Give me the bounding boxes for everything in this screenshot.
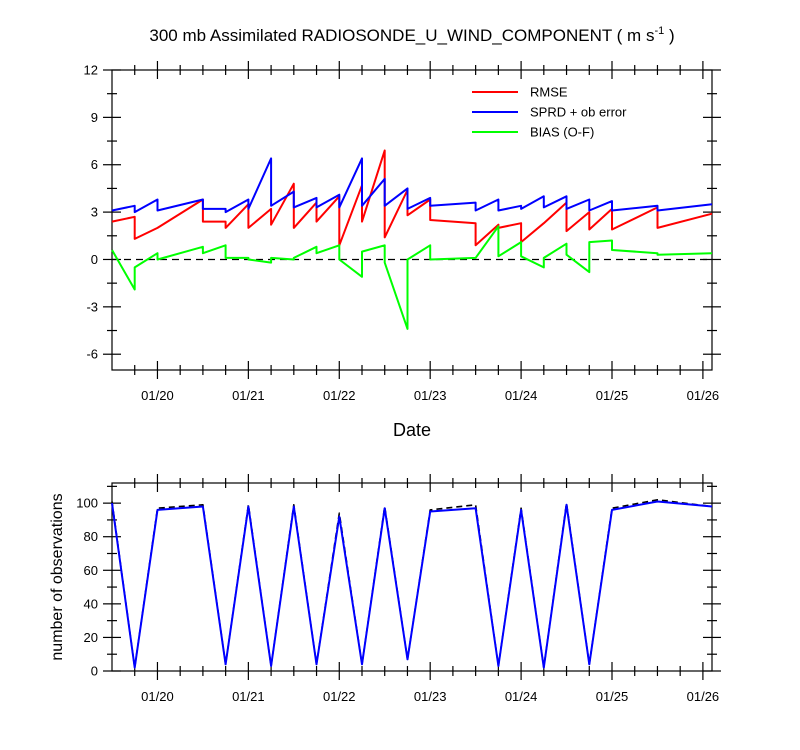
- series-line-rmse: [111, 149, 713, 247]
- x-tick-label: 01/21: [232, 689, 265, 704]
- y-tick-label: 100: [76, 496, 98, 511]
- x-tick-label: 01/26: [687, 689, 720, 704]
- x-tick-label: 01/21: [232, 388, 265, 403]
- x-tick-label: 01/20: [141, 388, 174, 403]
- chart-title-end: ): [664, 26, 674, 45]
- top-x-tick-labels: 01/20 01/21 01/22 01/23 01/24 01/25 01/26: [141, 388, 719, 403]
- y-tick-label: -6: [86, 347, 98, 362]
- legend: RMSE SPRD + ob error BIAS (O-F): [472, 85, 627, 140]
- top-series-lines: [111, 149, 713, 330]
- y-tick-label: 60: [84, 563, 98, 578]
- series-line-sprd-ob-error: [111, 157, 713, 214]
- x-tick-label: 01/26: [687, 388, 720, 403]
- y-tick-label: 6: [91, 157, 98, 172]
- bottom-plot-frame: [111, 482, 713, 672]
- chart-title-main: 300 mb Assimilated RADIOSONDE_U_WIND_COM…: [149, 26, 654, 45]
- x-tick-label: 01/22: [323, 689, 356, 704]
- x-tick-label: 01/24: [505, 689, 538, 704]
- series-line-series-0: [111, 498, 713, 669]
- y-axis-title: number of observations: [49, 493, 66, 660]
- top-plot-frame: [111, 69, 713, 371]
- y-tick-label: -3: [86, 299, 98, 314]
- legend-label: SPRD + ob error: [530, 105, 627, 120]
- x-tick-label: 01/24: [505, 388, 538, 403]
- x-tick-label: 01/22: [323, 388, 356, 403]
- bottom-axis-ticks: [103, 474, 721, 680]
- y-tick-label: 9: [91, 110, 98, 125]
- y-tick-label: 0: [91, 252, 98, 267]
- x-tick-label: 01/23: [414, 388, 447, 403]
- top-y-tick-labels: -6 -3 0 3 6 9 12: [84, 63, 98, 362]
- x-tick-label: 01/23: [414, 689, 447, 704]
- chart-title-superscript: -1: [654, 25, 664, 37]
- x-tick-label: 01/25: [596, 388, 629, 403]
- chart-title: 300 mb Assimilated RADIOSONDE_U_WIND_COM…: [149, 25, 674, 45]
- bottom-x-tick-labels: 01/20 01/21 01/22 01/23 01/24 01/25 01/26: [141, 689, 719, 704]
- y-tick-label: 12: [84, 63, 98, 78]
- x-tick-label: 01/20: [141, 689, 174, 704]
- legend-label: BIAS (O-F): [530, 125, 594, 140]
- bottom-series-lines: [111, 498, 713, 669]
- series-line-series-1: [111, 500, 713, 669]
- y-tick-label: 80: [84, 529, 98, 544]
- y-tick-label: 40: [84, 596, 98, 611]
- series-line-bias-o-f: [111, 225, 713, 330]
- x-tick-label: 01/25: [596, 689, 629, 704]
- y-tick-label: 0: [91, 664, 98, 679]
- x-axis-title: Date: [393, 420, 431, 440]
- bottom-y-tick-labels: 0 20 40 60 80 100: [76, 496, 98, 679]
- y-tick-label: 20: [84, 630, 98, 645]
- y-tick-label: 3: [91, 205, 98, 220]
- top-axis-ticks: [103, 61, 721, 379]
- legend-label: RMSE: [530, 85, 568, 100]
